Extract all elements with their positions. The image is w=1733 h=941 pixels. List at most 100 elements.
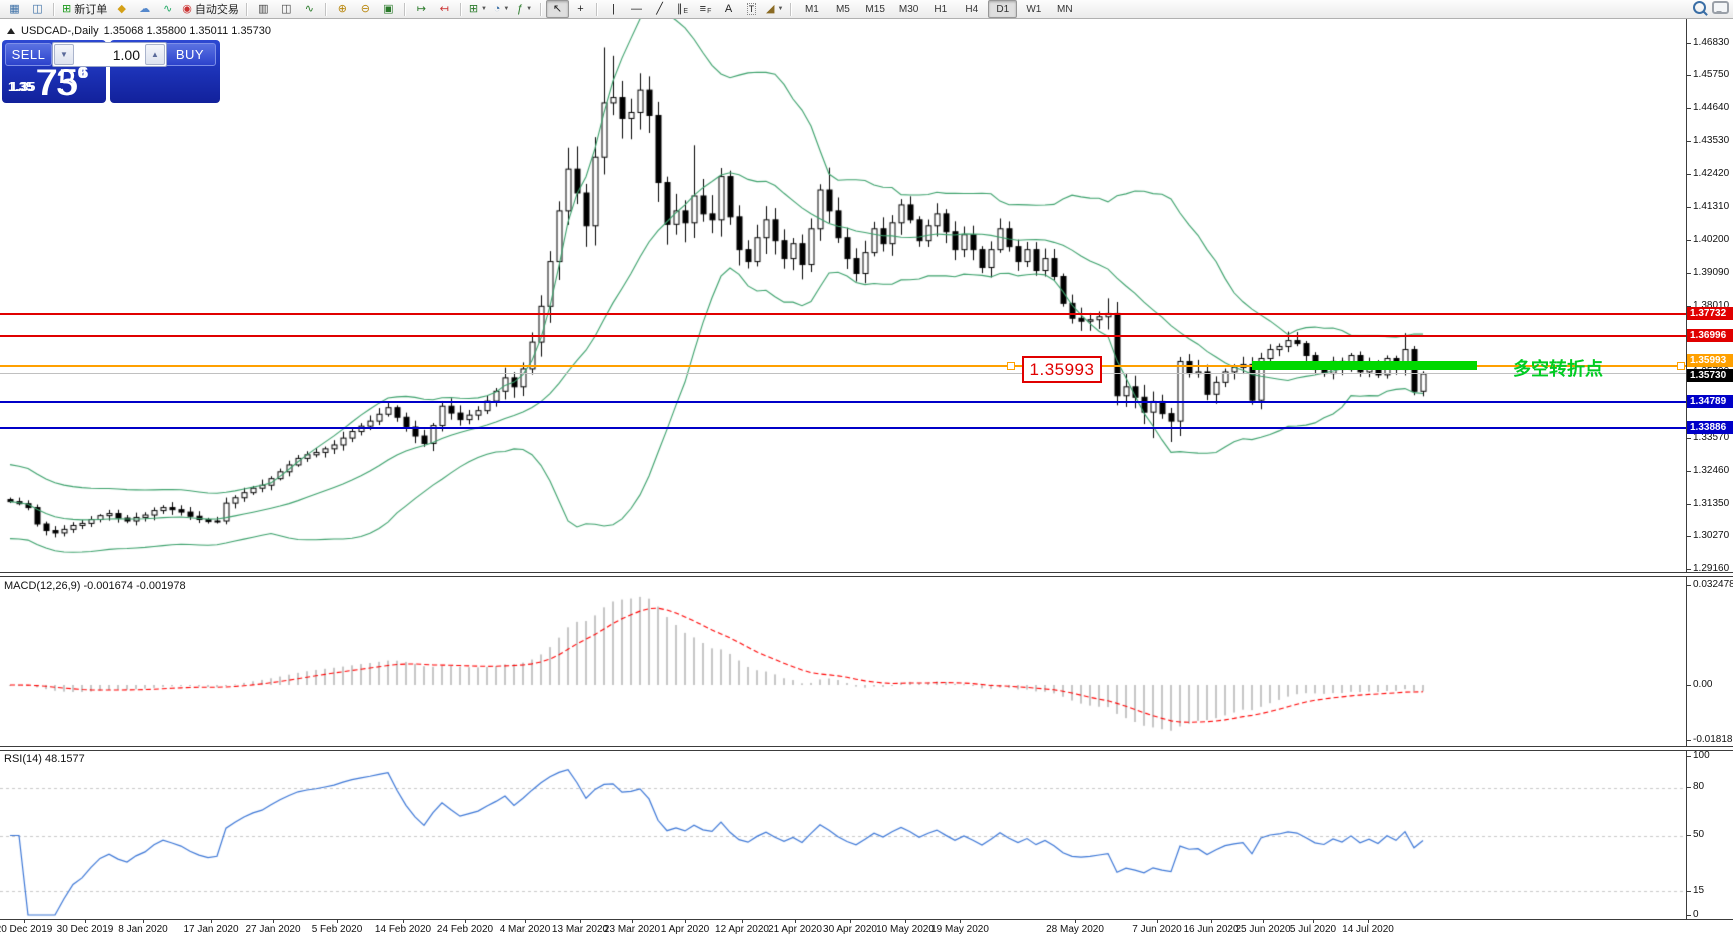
arrows-icon[interactable]: ◢ ▼	[763, 0, 786, 18]
auto-trading-button[interactable]: ◉ 自动交易	[179, 0, 242, 18]
chevron-down-icon[interactable]: ▼	[526, 6, 533, 12]
search-icon[interactable]	[1693, 1, 1706, 14]
auto-scroll-icon: ↦	[416, 2, 426, 15]
support-line-2-badge: 1.33886	[1687, 421, 1733, 434]
volume-spinner: ▼ 1.00 ▲	[52, 42, 167, 67]
timeframe-h4[interactable]: H4	[965, 3, 979, 15]
resistance-line-1[interactable]	[0, 313, 1686, 315]
date-axis-label: 20 Dec 2019	[0, 924, 53, 935]
buy-price-prefix: 1.35	[10, 79, 36, 94]
resistance-line-1-badge: 1.37732	[1687, 307, 1733, 320]
timeframe-m1[interactable]: M1	[804, 3, 819, 15]
text-icon[interactable]: A	[717, 0, 740, 18]
support-line-1[interactable]	[0, 401, 1686, 403]
turning-point-annotation[interactable]: 多空转折点	[1513, 359, 1603, 379]
timeframe-w1[interactable]: W1	[1026, 3, 1042, 15]
cursor-icon: ↖	[552, 2, 563, 15]
price-tick-label: 1.46830	[1693, 37, 1730, 48]
line-handle[interactable]	[1677, 362, 1685, 370]
timeframe-m15[interactable]: M15	[865, 3, 885, 15]
volume-increase-button[interactable]: ▲	[145, 44, 165, 65]
price-tick-label: 1.32460	[1693, 465, 1730, 476]
timeframe-d1[interactable]: D1	[988, 0, 1018, 18]
date-axis-label: 13 Mar 2020	[551, 924, 609, 935]
line-chart-icon: ∿	[304, 2, 314, 15]
sell-button[interactable]: SELL	[5, 43, 52, 66]
tile-windows-icon[interactable]: ▣	[377, 0, 400, 18]
chart-shift-icon[interactable]: ↤	[433, 0, 456, 18]
price-tick-label: 1.29160	[1693, 563, 1730, 574]
vertical-line-icon[interactable]: |	[602, 0, 625, 18]
current-price-line[interactable]	[0, 373, 1686, 374]
buy-button[interactable]: BUY	[164, 43, 216, 66]
cursor-icon[interactable]: ↖	[546, 0, 569, 18]
channel-icon[interactable]: ∥ E	[676, 2, 689, 15]
candlestick-chart-icon: ◫	[281, 2, 292, 15]
support-line-2[interactable]	[0, 427, 1686, 429]
zoom-out-icon: ⊖	[360, 2, 370, 15]
price-tick-label: 1.31350	[1693, 498, 1730, 509]
timeframe-m5[interactable]: M5	[835, 3, 850, 15]
support-line-1-badge: 1.34789	[1687, 395, 1733, 408]
profile-icon[interactable]: ☁	[133, 0, 156, 18]
new-window-icon[interactable]: ▦	[3, 0, 26, 18]
zoom-out-icon[interactable]: ⊖	[354, 0, 377, 18]
pivot-line-badge: 1.35993	[1687, 354, 1733, 367]
market-watch-icon[interactable]: ◫	[26, 0, 49, 18]
rsi-pane-canvas[interactable]	[0, 750, 1686, 918]
price-tick-label: 1.45750	[1693, 69, 1730, 80]
trendline-icon[interactable]: ╱	[648, 0, 671, 18]
pane-divider-rsi[interactable]	[0, 746, 1733, 751]
highlight-band[interactable]	[1252, 361, 1477, 370]
new-chart-icon[interactable]: ⊞ ▼	[466, 0, 490, 18]
volume-decrease-button[interactable]: ▼	[54, 44, 74, 65]
profile-icon: ☁	[139, 2, 151, 15]
text-icon: A	[724, 2, 733, 15]
price-tick-label: 1.33570	[1693, 432, 1730, 443]
line-chart-icon[interactable]: ∿	[298, 0, 321, 18]
indicators-icon[interactable]: ƒ ▼	[513, 0, 536, 18]
candlestick-chart-icon[interactable]: ◫	[275, 0, 298, 18]
new-order-button[interactable]: ⊞ 新订单	[59, 0, 110, 18]
bar-chart-icon[interactable]: ▥	[252, 0, 275, 18]
fibonacci-icon[interactable]: ≡ F	[699, 2, 712, 15]
rsi-indicator-label: RSI(14) 48.1577	[4, 753, 85, 765]
auto-scroll-icon[interactable]: ↦	[410, 0, 433, 18]
chevron-down-icon[interactable]: ▼	[777, 6, 784, 12]
periods-icon[interactable]: ◔ ▼	[490, 0, 513, 18]
price-callout-label[interactable]: 1.35993	[1022, 356, 1102, 383]
zoom-in-icon: ⊕	[337, 2, 347, 15]
date-axis-label: 19 May 2020	[931, 924, 989, 935]
timeframe-mn[interactable]: MN	[1057, 3, 1073, 15]
resistance-line-2[interactable]	[0, 335, 1686, 337]
label-icon[interactable]: T	[740, 0, 763, 18]
macd-pane-canvas[interactable]	[0, 576, 1686, 746]
timeframe-h1[interactable]: H1	[934, 3, 948, 15]
pivot-line[interactable]	[0, 365, 1686, 367]
chat-icon[interactable]	[1712, 1, 1729, 14]
timeframe-m30[interactable]: M30	[898, 3, 919, 15]
signal-icon[interactable]: ∿	[156, 0, 179, 18]
chevron-down-icon[interactable]: ▼	[481, 6, 487, 12]
date-axis-label: 4 Mar 2020	[499, 924, 551, 935]
date-axis-label: 10 May 2020	[876, 924, 934, 935]
line-handle[interactable]	[1007, 362, 1015, 370]
pane-divider-macd[interactable]	[0, 572, 1733, 577]
horizontal-line-icon[interactable]: —	[625, 0, 648, 18]
zoom-in-icon[interactable]: ⊕	[331, 0, 354, 18]
rsi-tick-label: 80	[1693, 781, 1705, 792]
rsi-tick-label: 0	[1693, 909, 1699, 920]
sell-price[interactable]: 1.35 73 0	[8, 64, 86, 101]
main-chart-canvas[interactable]	[0, 19, 1686, 575]
date-axis-label: 5 Feb 2020	[311, 924, 363, 935]
date-axis-label: 1 Apr 2020	[660, 924, 710, 935]
signal-icon: ∿	[163, 2, 173, 15]
buy-price[interactable]: 1.35 75 6	[10, 64, 88, 101]
history-center-icon[interactable]: ◆	[110, 0, 133, 18]
crosshair-icon[interactable]: +	[569, 0, 592, 18]
chevron-down-icon[interactable]: ▼	[503, 6, 510, 12]
current-price-line-badge: 1.35730	[1687, 369, 1733, 382]
volume-value[interactable]: 1.00	[112, 46, 140, 63]
new-order-icon: ⊞	[62, 2, 72, 15]
rsi-tick-label: 15	[1693, 885, 1705, 896]
